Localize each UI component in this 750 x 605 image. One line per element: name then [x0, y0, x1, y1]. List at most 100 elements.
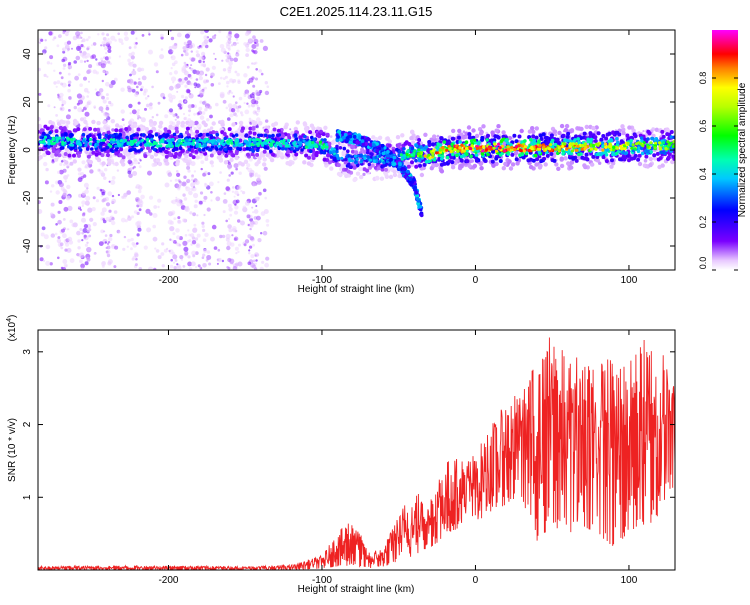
heatmap-speckle	[126, 190, 131, 195]
heatmap-cell	[240, 162, 245, 167]
heatmap-cell	[552, 129, 558, 134]
heatmap-speckle	[258, 69, 263, 73]
heatmap-cell	[165, 161, 170, 166]
heatmap-speckle	[169, 220, 174, 225]
heatmap-cell	[538, 133, 543, 138]
heatmap-speckle	[173, 42, 178, 47]
heatmap-speckle	[56, 238, 62, 244]
heatmap-cell	[616, 146, 620, 150]
heatmap-cell	[493, 142, 497, 146]
heatmap-speckle	[94, 88, 97, 91]
heatmap-speckle	[226, 35, 230, 39]
heatmap-speckle	[88, 234, 92, 238]
heatmap-speckle	[66, 174, 70, 177]
heatmap-speckle	[81, 239, 84, 242]
heatmap-speckle	[238, 96, 243, 101]
heatmap-cell	[157, 161, 163, 167]
heatmap-cell	[116, 142, 120, 146]
heatmap-cell	[220, 139, 224, 143]
heatmap-speckle	[211, 35, 216, 40]
heatmap-speckle	[129, 112, 132, 115]
heatmap-cell	[303, 134, 307, 139]
heatmap-speckle	[211, 65, 216, 70]
heatmap-speckle	[199, 55, 204, 61]
heatmap-speckle	[235, 252, 238, 255]
heatmap-speckle	[168, 108, 174, 113]
heatmap-cell	[293, 133, 298, 137]
heatmap-cell	[621, 127, 626, 132]
heatmap-speckle	[139, 116, 142, 119]
heatmap-cell	[290, 147, 294, 151]
heatmap-speckle	[86, 241, 89, 244]
heatmap-speckle	[102, 197, 107, 202]
heatmap-speckle	[73, 60, 77, 64]
heatmap-speckle	[175, 196, 178, 199]
heatmap-cell	[547, 147, 552, 151]
heatmap-speckle	[242, 191, 246, 195]
heatmap-cell	[470, 144, 474, 148]
heatmap-cell	[285, 161, 290, 166]
heatmap-cell	[646, 145, 650, 149]
heatmap-speckle	[198, 59, 202, 64]
heatmap-speckle	[171, 239, 174, 242]
heatmap-cell	[201, 144, 205, 148]
heatmap-cell	[474, 153, 479, 157]
heatmap-speckle	[61, 58, 65, 63]
heatmap-speckle	[227, 103, 233, 109]
heatmap-cell	[496, 135, 501, 140]
heatmap-speckle	[254, 100, 259, 105]
heatmap-speckle	[111, 194, 115, 198]
heatmap-cell	[614, 151, 619, 156]
heatmap-cell	[439, 169, 445, 174]
heatmap-speckle	[205, 106, 208, 109]
heatmap-cell	[582, 156, 587, 161]
heatmap-cell	[323, 125, 328, 130]
heatmap-cell	[593, 135, 598, 140]
heatmap-speckle	[101, 191, 106, 196]
heatmap-cell	[141, 133, 146, 137]
heatmap-speckle	[89, 217, 94, 222]
heatmap-speckle	[67, 88, 71, 93]
heatmap-speckle	[77, 73, 81, 76]
heatmap-cell	[188, 153, 193, 157]
heatmap-speckle	[243, 73, 248, 78]
heatmap-speckle	[230, 108, 236, 113]
heatmap-speckle	[147, 170, 152, 176]
heatmap-speckle	[79, 83, 83, 87]
heatmap-cell	[465, 159, 470, 164]
heatmap-cell	[91, 150, 96, 155]
heatmap-cell	[493, 134, 498, 139]
heatmap-cell	[649, 141, 653, 145]
heatmap-cell	[406, 149, 410, 153]
heatmap-cell	[472, 163, 478, 169]
heatmap-speckle	[252, 84, 256, 88]
heatmap-speckle	[193, 82, 198, 87]
heatmap-cell	[276, 149, 281, 154]
heatmap-cell	[428, 156, 432, 160]
heatmap-speckle	[260, 72, 264, 76]
heatmap-cell	[302, 160, 307, 165]
heatmap-speckle	[40, 38, 44, 42]
heatmap-speckle	[128, 78, 134, 84]
heatmap-cell	[81, 132, 86, 137]
heatmap-speckle	[210, 72, 215, 78]
heatmap-speckle	[68, 61, 72, 66]
heatmap-speckle	[192, 254, 196, 258]
heatmap-cell	[410, 146, 415, 151]
heatmap-speckle	[66, 228, 69, 231]
heatmap-speckle	[196, 214, 199, 217]
heatmap-speckle	[62, 47, 67, 52]
heatmap-cell	[57, 153, 62, 158]
heatmap-cell	[529, 137, 533, 142]
heatmap-speckle	[248, 117, 252, 121]
heatmap-cell	[251, 149, 255, 153]
heatmap-speckle	[38, 200, 41, 204]
heatmap-cell	[175, 161, 180, 167]
heatmap-cell	[135, 133, 140, 137]
heatmap-speckle	[197, 264, 201, 268]
heatmap-speckle	[193, 112, 197, 116]
heatmap-speckle	[182, 218, 187, 223]
heatmap-speckle	[219, 234, 223, 239]
heatmap-cell	[248, 130, 253, 135]
heatmap-speckle	[106, 33, 110, 37]
